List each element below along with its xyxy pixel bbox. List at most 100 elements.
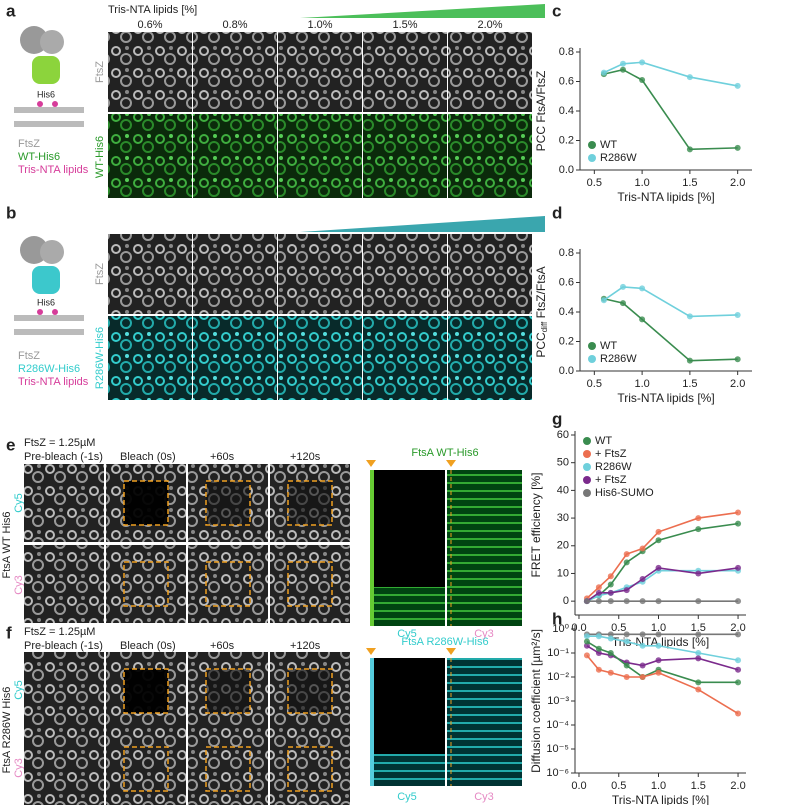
point <box>639 662 646 669</box>
roi <box>287 668 333 714</box>
roi <box>123 480 169 526</box>
kymo-title: FtsA WT-His6 <box>411 447 478 459</box>
y-tick-label: 0.0 <box>559 365 574 377</box>
point <box>639 316 646 323</box>
channel: Cy5 <box>13 493 25 513</box>
y-tick-label: 10⁻² <box>547 671 569 683</box>
panel-label: d <box>552 203 562 222</box>
micrograph <box>278 114 362 198</box>
kymograph <box>447 470 522 626</box>
x-tick-label: 2.0 <box>730 378 745 390</box>
y-tick-label: 40 <box>557 484 569 496</box>
condition: FtsZ = 1.25µM <box>24 626 95 638</box>
point <box>595 633 602 640</box>
roi <box>287 480 333 526</box>
legend-swatch <box>583 463 591 471</box>
kymo-channel: Cy3 <box>474 791 494 803</box>
bleach-marker <box>366 648 376 655</box>
row-title: FtsA WT His6 <box>1 511 13 578</box>
point <box>655 598 662 605</box>
timepoint: Pre-bleach (-1s) <box>24 451 103 463</box>
micrograph <box>448 114 532 198</box>
panel-a: a Tris-NTA lipids [%] 0.6% 0.8% 1.0% 1.5… <box>6 1 545 178</box>
point <box>695 650 702 656</box>
panel-label: h <box>552 609 562 628</box>
legend-swatch <box>583 437 591 445</box>
y-axis-label: Diffusion coefficient [µm²/s] <box>529 629 543 773</box>
bleach <box>206 669 250 713</box>
point <box>735 710 742 717</box>
point <box>695 515 702 522</box>
panel-e: e FtsZ = 1.25µM Pre-bleach (-1s) Bleach … <box>1 435 494 639</box>
point <box>583 638 590 645</box>
y-tick-label: 10⁻¹ <box>547 647 569 659</box>
roi <box>205 480 251 526</box>
gradient-label: Tris-NTA lipids [%] <box>108 4 197 16</box>
row-label: FtsZ <box>94 263 106 285</box>
y-axis-label: FRET efficiency [%] <box>529 473 543 578</box>
point <box>686 313 693 320</box>
legend-text: FtsZ <box>18 138 40 150</box>
point <box>623 559 630 566</box>
point <box>695 686 702 693</box>
point <box>639 59 646 66</box>
point <box>686 357 693 364</box>
y-tick-label: 10⁻⁴ <box>546 719 569 731</box>
x-tick-label: 0.5 <box>611 780 626 792</box>
point <box>607 589 614 596</box>
panel-label: e <box>6 435 15 454</box>
bleach <box>288 669 332 713</box>
point <box>735 564 742 571</box>
micrograph <box>278 316 362 400</box>
timepoint: Bleach (0s) <box>120 640 176 652</box>
point <box>639 631 646 638</box>
x-tick-label: 1.5 <box>682 378 697 390</box>
concentration: 1.5% <box>392 19 417 31</box>
legend-text: R286W-His6 <box>18 363 80 375</box>
roi <box>123 746 169 792</box>
kymograph <box>447 658 522 786</box>
micrograph <box>193 234 277 314</box>
point <box>695 598 702 605</box>
timepoint: +120s <box>290 451 321 463</box>
panel-label: c <box>552 1 561 20</box>
y-tick-label: 10 <box>557 567 569 579</box>
point <box>583 633 590 640</box>
point <box>623 551 630 558</box>
micrograph <box>108 316 192 400</box>
micrograph <box>24 545 104 623</box>
x-tick-label: 0.5 <box>587 177 602 189</box>
y-axis-label-part: PCC <box>534 332 548 358</box>
legend-label: R286W <box>595 461 632 473</box>
point <box>595 645 602 652</box>
legend-swatch <box>588 355 596 363</box>
concentration: 0.8% <box>222 19 247 31</box>
legend-label: + FtsZ <box>595 474 627 486</box>
y-tick-label: 0.2 <box>559 134 574 146</box>
point <box>735 679 742 686</box>
micrograph <box>270 730 350 805</box>
point <box>623 638 630 645</box>
legend-text: FtsZ <box>18 350 40 362</box>
x-tick-label: 2.0 <box>730 622 745 634</box>
timepoint: Pre-bleach (-1s) <box>24 640 103 652</box>
point <box>686 146 693 153</box>
point <box>639 285 646 292</box>
x-tick-label: 1.0 <box>634 177 649 189</box>
kymo-channel: Cy5 <box>397 628 417 640</box>
point <box>695 655 702 662</box>
point <box>695 526 702 533</box>
point <box>734 356 741 363</box>
point <box>607 650 614 656</box>
point <box>655 537 662 544</box>
legend-label: R286W <box>600 152 637 164</box>
micrograph <box>108 32 192 112</box>
point <box>623 674 630 680</box>
point <box>735 666 742 673</box>
x-axis-label: Tris-NTA lipids [%] <box>617 190 714 204</box>
point <box>623 598 630 605</box>
point <box>655 528 662 535</box>
micrograph <box>24 730 104 805</box>
y-tick-label: 10⁻³ <box>547 695 569 707</box>
point <box>639 576 646 582</box>
